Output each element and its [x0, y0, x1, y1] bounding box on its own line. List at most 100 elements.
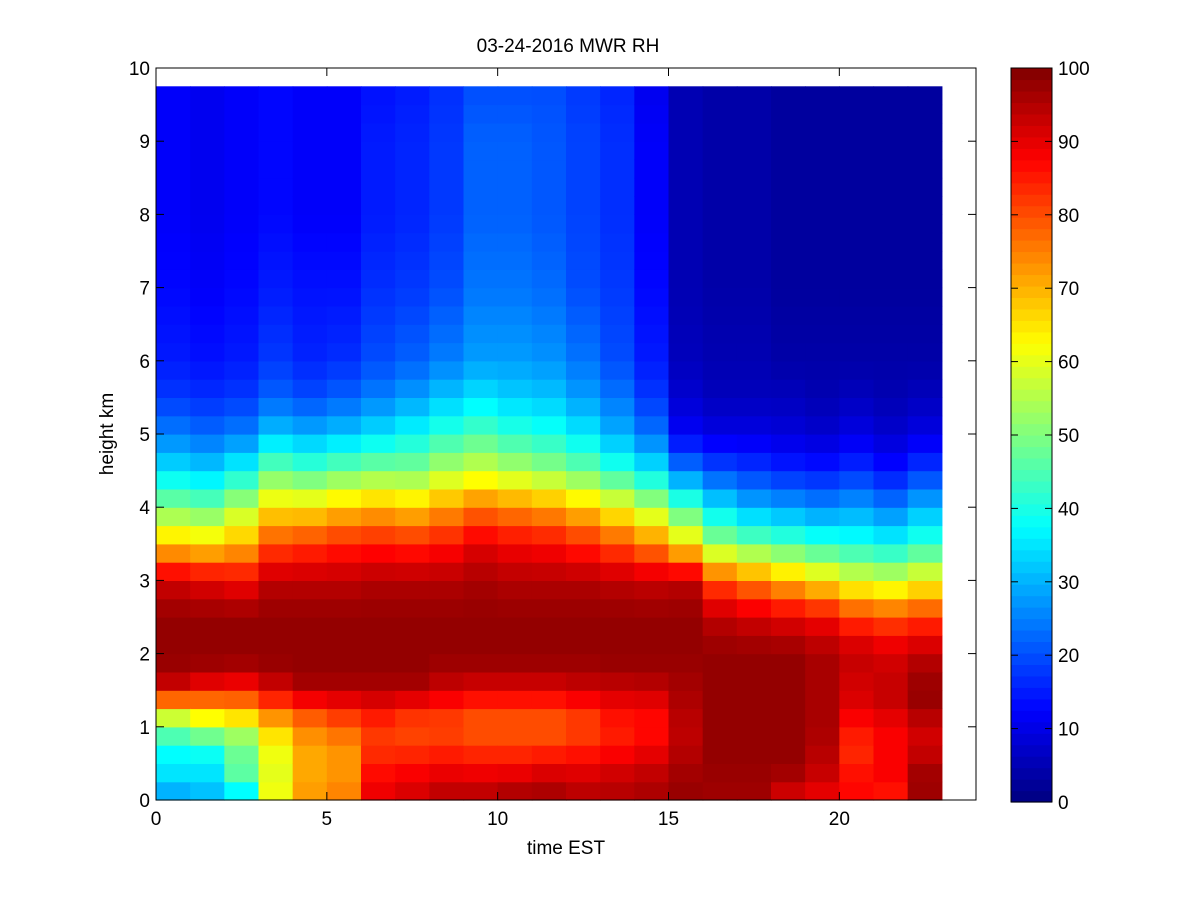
- heatmap-cell: [600, 397, 635, 417]
- heatmap-cell: [190, 598, 225, 618]
- heatmap-cell: [326, 653, 362, 673]
- heatmap-cell: [873, 598, 909, 618]
- heatmap-cell: [839, 397, 875, 417]
- heatmap-cell: [224, 324, 260, 344]
- heatmap-cell: [361, 580, 396, 600]
- heatmap-cell: [600, 177, 635, 197]
- heatmap-cell: [600, 86, 635, 106]
- heatmap-cell: [736, 745, 772, 764]
- heatmap-cell: [873, 415, 909, 435]
- heatmap-cell: [190, 580, 225, 600]
- heatmap-cell: [771, 488, 806, 508]
- colorbar-strip: [1011, 285, 1052, 298]
- colorbar-strip: [1011, 182, 1052, 195]
- heatmap-cell: [771, 86, 806, 106]
- colorbar-strip: [1011, 629, 1052, 643]
- colorbar-strip: [1011, 240, 1052, 253]
- heatmap-cell: [873, 580, 909, 600]
- heatmap-cell: [497, 141, 533, 161]
- heatmap-cell: [839, 159, 875, 179]
- colorbar-strip: [1011, 561, 1052, 574]
- heatmap-cell: [600, 726, 635, 746]
- colorbar-strip: [1011, 526, 1052, 539]
- heatmap-cell: [292, 745, 328, 764]
- heatmap-cell: [839, 781, 875, 801]
- heatmap-cell: [190, 86, 225, 106]
- heatmap-cell: [634, 232, 670, 252]
- heatmap-cell: [771, 379, 806, 398]
- heatmap-cell: [771, 324, 806, 344]
- heatmap-cell: [771, 543, 806, 563]
- heatmap-cell: [805, 726, 840, 746]
- heatmap-cell: [805, 360, 840, 380]
- heatmap-cell: [907, 379, 943, 398]
- heatmap-cell: [907, 525, 943, 545]
- heatmap-cell: [566, 470, 601, 490]
- heatmap-cell: [805, 159, 840, 179]
- heatmap-cell: [258, 269, 294, 289]
- heatmap-cell: [805, 635, 840, 655]
- heatmap-cell: [736, 726, 772, 746]
- heatmap-cell: [326, 580, 362, 600]
- heatmap-cell: [361, 543, 396, 563]
- heatmap-cell: [634, 690, 670, 710]
- heatmap-cell: [531, 397, 567, 417]
- heatmap-cell: [326, 562, 362, 581]
- heatmap-cell: [224, 488, 260, 508]
- heatmap-cell: [873, 726, 909, 746]
- heatmap-cell: [326, 635, 362, 655]
- colorbar-strip: [1011, 320, 1052, 333]
- heatmap-cell: [805, 196, 840, 215]
- y-axis-label: height km: [97, 393, 118, 475]
- heatmap-cell: [566, 580, 601, 600]
- heatmap-cell: [566, 251, 601, 270]
- heatmap-cell: [429, 671, 465, 691]
- heatmap-cell: [258, 525, 294, 545]
- heatmap-cell: [566, 617, 601, 636]
- colorbar-strip: [1011, 366, 1052, 379]
- heatmap-cell: [497, 251, 533, 270]
- heatmap-cell: [702, 452, 738, 472]
- heatmap-cell: [907, 141, 943, 161]
- heatmap-cell: [634, 745, 670, 764]
- heatmap-cell: [224, 342, 260, 362]
- heatmap-cell: [907, 214, 943, 234]
- heatmap-cell: [156, 781, 191, 801]
- heatmap-cell: [292, 86, 328, 106]
- heatmap-cell: [771, 342, 806, 362]
- heatmap-cell: [702, 379, 738, 398]
- heatmap-cell: [395, 617, 430, 636]
- heatmap-cell: [156, 397, 191, 417]
- heatmap-cell: [839, 690, 875, 710]
- heatmap-cell: [805, 671, 840, 691]
- colorbar-strip: [1011, 584, 1052, 597]
- heatmap-cell: [429, 525, 465, 545]
- heatmap-cell: [190, 397, 225, 417]
- colorbar-strip: [1011, 664, 1052, 677]
- heatmap-cell: [156, 726, 191, 746]
- colorbar-strip: [1011, 549, 1052, 562]
- heatmap-cell: [600, 287, 635, 307]
- heatmap-cell: [873, 305, 909, 325]
- heatmap-cell: [839, 598, 875, 618]
- heatmap-cell: [805, 269, 840, 289]
- heatmap-cell: [395, 86, 430, 106]
- heatmap-cell: [156, 745, 191, 764]
- heatmap-cell: [156, 104, 191, 124]
- heatmap-cell: [839, 305, 875, 325]
- heatmap-cell: [463, 690, 499, 710]
- y-tick-label: 0: [139, 791, 150, 812]
- heatmap-cell: [668, 397, 704, 417]
- heatmap-cell: [668, 763, 704, 783]
- heatmap-cell: [805, 86, 840, 106]
- colorbar-strip: [1011, 492, 1052, 505]
- heatmap-cell: [292, 342, 328, 362]
- heatmap-cell: [395, 745, 430, 764]
- heatmap-cell: [224, 598, 260, 618]
- heatmap-cell: [771, 671, 806, 691]
- heatmap-cell: [566, 287, 601, 307]
- heatmap-cell: [429, 726, 465, 746]
- heatmap-cell: [326, 379, 362, 398]
- colorbar-strip: [1011, 274, 1052, 287]
- heatmap-cell: [531, 379, 567, 398]
